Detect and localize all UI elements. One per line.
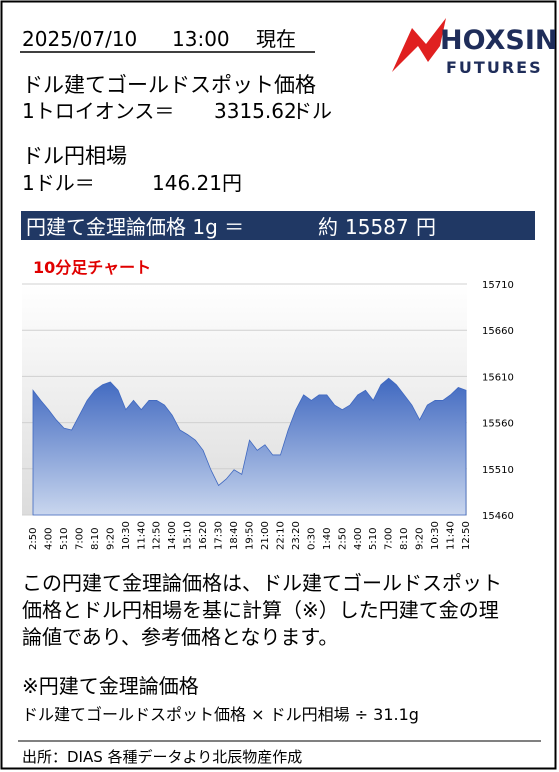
chart-title: 10分足チャート	[33, 258, 151, 277]
banner-approx: 約	[318, 215, 338, 239]
banner	[21, 211, 535, 240]
time: 13:00	[172, 27, 230, 51]
x-tick-label: 12:50	[152, 521, 163, 550]
x-tick-label: 23:20	[291, 521, 302, 550]
banner-unit: 円	[416, 215, 436, 239]
value: 3315.62	[214, 99, 297, 123]
note-line: 価格とドル円相場を基に計算（※）した円建て金の理	[22, 598, 499, 622]
label: ドル建てゴールドスポット価格	[22, 73, 316, 97]
y-tick-label: 15510	[482, 465, 514, 476]
unit-label: 1ドル＝	[22, 171, 95, 195]
unit: ドル	[292, 99, 332, 123]
x-tick-label: 21:00	[260, 521, 271, 550]
note-line: 論値であり、参考価格となります。	[22, 625, 338, 649]
x-tick-label: 7:00	[384, 528, 395, 550]
formula: ドル建てゴールドスポット価格 × ドル円相場 ÷ 31.1g	[22, 705, 419, 724]
x-tick-label: 5:10	[59, 528, 70, 550]
x-tick-label: 8:10	[90, 528, 101, 550]
note-line: この円建て金理論価格は、ドル建てゴールドスポット	[22, 571, 502, 595]
x-tick-label: 4:00	[353, 528, 364, 550]
x-tick-label: 2:50	[337, 528, 348, 550]
y-tick-label: 15710	[482, 280, 514, 291]
date: 2025/07/10	[22, 27, 137, 51]
x-tick-label: 11:40	[136, 521, 147, 550]
x-tick-label: 11:40	[446, 521, 457, 550]
x-tick-label: 10:30	[121, 521, 132, 550]
logo-sub: FUTURES	[446, 58, 543, 77]
x-tick-label: 18:40	[229, 521, 240, 550]
x-tick-label: 7:00	[74, 528, 85, 550]
source: 出所：DIAS 各種データより北辰物産作成	[22, 748, 302, 766]
formula-title: ※円建て金理論価格	[22, 674, 199, 698]
x-tick-label: 2:50	[28, 528, 39, 550]
logo-name: HOXSIN	[440, 25, 558, 56]
status: 現在	[256, 27, 296, 51]
x-tick-label: 9:20	[415, 528, 426, 550]
x-tick-label: 8:10	[399, 528, 410, 550]
x-tick-label: 10:30	[430, 521, 441, 550]
x-tick-label: 22:10	[275, 521, 286, 550]
unit-label: 1トロイオンス＝	[22, 99, 174, 123]
label: ドル円相場	[22, 144, 127, 168]
unit: 円	[222, 171, 242, 195]
x-tick-label: 16:20	[198, 521, 209, 550]
x-tick-label: 14:00	[167, 521, 178, 550]
area	[32, 377, 467, 516]
banner-label: 円建て金理論価格 1g ＝	[26, 215, 244, 239]
x-tick-label: 0:30	[306, 528, 317, 550]
value: 146.21	[152, 171, 222, 195]
y-tick-label: 15560	[482, 419, 514, 430]
x-tick-label: 5:10	[368, 528, 379, 550]
logo-mark	[392, 18, 446, 72]
y-tick-label: 15660	[482, 326, 514, 337]
x-tick-label: 1:40	[322, 528, 333, 550]
x-tick-label: 19:50	[245, 521, 256, 550]
y-tick-label: 15460	[482, 511, 514, 522]
x-tick-label: 12:50	[461, 521, 472, 550]
banner-value: 15587	[345, 215, 409, 239]
x-tick-label: 17:30	[214, 521, 225, 550]
x-tick-label: 15:10	[183, 521, 194, 550]
x-tick-label: 9:20	[105, 528, 116, 550]
x-tick-label: 4:00	[43, 528, 54, 550]
y-tick-label: 15610	[482, 372, 514, 383]
